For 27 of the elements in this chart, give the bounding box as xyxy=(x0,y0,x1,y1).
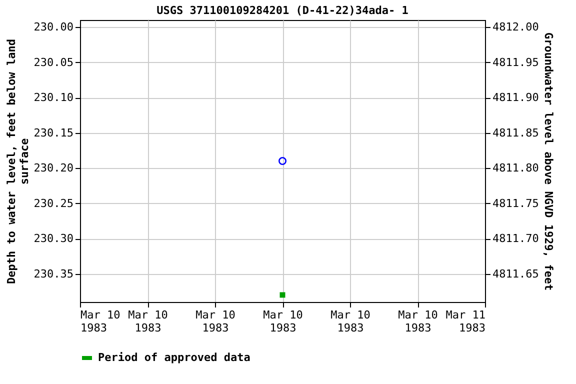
x-tick-label: Mar 10 1983 xyxy=(263,308,303,334)
y2-axis-title: Groundwater level above NGVD 1929, feet xyxy=(542,32,555,291)
y2-tick-label: 4812.00 xyxy=(492,20,539,34)
x-tick-label: Mar 10 1983 xyxy=(196,308,236,334)
y-tick-label: 230.00 xyxy=(34,20,74,34)
y2-tick-label: 4811.75 xyxy=(492,196,539,210)
y-tick-label: 230.30 xyxy=(34,232,74,246)
y2-tick-label: 4811.95 xyxy=(492,56,539,69)
x-tick-label: Mar 10 1983 xyxy=(80,308,120,334)
y-tick-label: 230.05 xyxy=(34,56,74,69)
y2-tick-label: 4811.65 xyxy=(492,267,539,280)
y-tick-label: 230.15 xyxy=(34,126,74,140)
x-tick-label: Mar 10 1983 xyxy=(330,308,370,334)
y-axis-title: Depth to water level, feet below land surface xyxy=(4,38,31,284)
y-tick-label: 230.20 xyxy=(34,162,74,175)
y2-tick-label: 4811.70 xyxy=(492,232,539,246)
y2-tick-label: 4811.85 xyxy=(492,126,539,140)
legend-label: Period of approved data xyxy=(98,351,250,364)
y-tick-label: 230.35 xyxy=(34,267,74,280)
y2-tick-label: 4811.80 xyxy=(492,162,539,175)
y-tick-label: 230.25 xyxy=(34,196,74,210)
x-tick-label: Mar 10 1983 xyxy=(398,308,438,334)
y2-tick-label: 4811.90 xyxy=(492,91,539,104)
chart-title: USGS 371100109284201 (D-41-22)34ada- 1 xyxy=(156,4,409,17)
y-tick-label: 230.10 xyxy=(34,91,74,104)
x-tick-label: Mar 10 1983 xyxy=(128,308,168,334)
x-tick-label: Mar 11 1983 xyxy=(446,308,486,334)
